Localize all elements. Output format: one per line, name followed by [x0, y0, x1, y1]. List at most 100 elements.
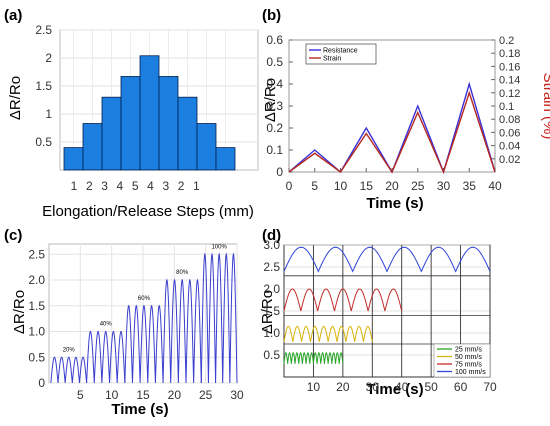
chart-d-ytick: 2.5 — [263, 260, 280, 274]
chart-d-series-line — [283, 288, 403, 312]
chart-b-ytick: 0.5 — [266, 55, 283, 69]
chart-c-series-line — [124, 304, 164, 384]
chart-d-legend-label: 100 mm/s — [455, 369, 486, 376]
chart-d-ytick: 3.0 — [263, 238, 280, 252]
chart-a-plot: 0.511.522.51 2 3 4 5 4 3 2 1 — [35, 23, 259, 193]
chart-b-series-line — [288, 90, 496, 174]
chart-c-segment-label: 60% — [138, 296, 151, 302]
chart-b-legend — [305, 43, 377, 65]
chart-d-xtick: 60 — [454, 380, 468, 394]
chart-a-bar — [82, 123, 103, 171]
chart-b-ylabel: ΔR/Ro — [262, 78, 279, 122]
chart-b-ytick-right: 0.04 — [499, 141, 520, 153]
chart-a-bar — [177, 96, 198, 171]
chart-c-ytick: 1.5 — [28, 299, 45, 313]
chart-d-legend-label: 25 mm/s — [455, 347, 482, 354]
chart-c-segment-label: 40% — [100, 322, 113, 328]
chart-a-xtick: 5 — [132, 179, 139, 193]
chart-c-segment-label: 80% — [176, 270, 189, 276]
chart-b-ytick-right: 0.06 — [499, 127, 520, 139]
chart-c-xtick: 5 — [77, 388, 84, 402]
chart-b-ytick-right: 0.12 — [499, 88, 520, 100]
chart-b-ytick-right: 0.1 — [499, 101, 514, 113]
chart-a-bar — [120, 76, 141, 171]
chart-c-segment-label: 20% — [63, 347, 76, 353]
chart-a-bar — [63, 147, 84, 171]
chart-b-ytick: 0.1 — [266, 143, 283, 157]
chart-b-xtick: 35 — [463, 179, 477, 193]
panel-label-a: (a) — [4, 7, 22, 24]
chart-a-xlabel: Elongation/Release Steps (mm) — [42, 203, 254, 220]
chart-a-xtick: 2 — [86, 179, 93, 193]
chart-d-ylabel: ΔR/Ro — [259, 290, 276, 334]
chart-b-xlabel: Time (s) — [366, 195, 423, 212]
chart-c-plot: 0 0.5 1.0 1.5 2.0 2.5 5 10 15 20 25 30 20% 40% 60% 80% 1… — [28, 243, 244, 402]
chart-c-ylabel: ΔR/Ro — [11, 290, 28, 334]
chart-a-ytick: 0.5 — [35, 135, 52, 149]
panel-label-b: (b) — [262, 7, 281, 24]
chart-c-xtick: 20 — [168, 388, 182, 402]
chart-c-ytick: 0.5 — [28, 350, 45, 364]
chart-b-legend-label: Strain — [323, 56, 341, 63]
chart-b-ytick-right: 0.18 — [499, 48, 520, 60]
chart-c-ytick: 2.0 — [28, 273, 45, 287]
chart-c-xtick: 15 — [136, 388, 150, 402]
chart-a-bar — [139, 55, 160, 171]
chart-d-series-line — [283, 352, 344, 364]
chart-c-xtick: 10 — [105, 388, 119, 402]
chart-b-ytick: 0.3 — [266, 99, 283, 113]
chart-d-ytick: 2.0 — [263, 282, 280, 296]
chart-c-series-line — [86, 330, 126, 384]
chart-b-xtick: 0 — [286, 179, 293, 193]
chart-b-ytick-right: 0.02 — [499, 154, 520, 166]
chart-c-ytick: 2.5 — [28, 247, 45, 261]
chart-c-xtick: 25 — [199, 388, 213, 402]
chart-b-ytick-right: 0.16 — [499, 61, 520, 73]
chart-a-ytick: 2 — [45, 51, 52, 65]
chart-d-ytick: 1.0 — [263, 326, 280, 340]
chart-d-xtick: 20 — [336, 380, 350, 394]
chart-a-bar — [196, 123, 217, 171]
chart-b-xtick: 10 — [334, 179, 348, 193]
chart-b-xtick: 30 — [437, 179, 451, 193]
chart-d-series-line — [283, 246, 491, 273]
chart-d-xtick: 70 — [483, 380, 497, 394]
chart-a-xtick: 3 — [101, 179, 108, 193]
chart-b-ytick-right: 0.08 — [499, 114, 520, 126]
chart-b-ytick-right: 0.2 — [499, 35, 514, 47]
chart-b-plot: 00.10.20.30.40.50.60.020.040.060.080.10.… — [266, 33, 520, 193]
chart-d-legend-label: 50 mm/s — [455, 354, 482, 361]
chart-a-bar — [101, 96, 122, 171]
chart-c-series-line — [50, 356, 88, 384]
chart-c-ytick: 1.0 — [28, 325, 45, 339]
chart-c-xtick: 30 — [230, 388, 244, 402]
chart-d-xtick: 30 — [366, 380, 380, 394]
chart-d-legend-label: 75 mm/s — [455, 362, 482, 369]
chart-a-bar — [158, 76, 179, 171]
chart-d-xtick: 10 — [307, 380, 321, 394]
chart-a-ytick: 2.5 — [35, 23, 52, 37]
chart-a-ytick: 1.5 — [35, 79, 52, 93]
chart-d-ytick: 0.5 — [263, 348, 280, 362]
chart-a-bar — [215, 147, 236, 171]
chart-b-xtick: 40 — [488, 179, 502, 193]
chart-a-ytick: 1 — [45, 107, 52, 121]
chart-b-ytick: 0.2 — [266, 121, 283, 135]
chart-c-series-line — [162, 278, 202, 384]
chart-b-xtick: 15 — [360, 179, 374, 193]
chart-a-ylabel: ΔR/Ro — [7, 76, 24, 120]
chart-b-ylabel-right: Strain (%) — [540, 73, 550, 140]
chart-d-plot: 0.5 1.0 1.5 2.0 2.5 3.0 10 20 30 40 50 60 70 25 mm/s5… — [263, 238, 497, 394]
chart-c-ytick: 0 — [38, 376, 45, 390]
chart-a-xtick: 1 — [71, 179, 78, 193]
chart-a-xtick: 4 — [147, 179, 154, 193]
chart-b-ytick: 0.4 — [266, 77, 283, 91]
chart-c-xlabel: Time (s) — [111, 401, 168, 418]
chart-b-xtick: 25 — [411, 179, 425, 193]
chart-a-xtick: 4 — [117, 179, 124, 193]
chart-d-series-line — [283, 325, 373, 342]
chart-b-xtick: 5 — [311, 179, 318, 193]
chart-a-xtick: 3 — [162, 179, 169, 193]
chart-d-xtick: 50 — [424, 380, 438, 394]
